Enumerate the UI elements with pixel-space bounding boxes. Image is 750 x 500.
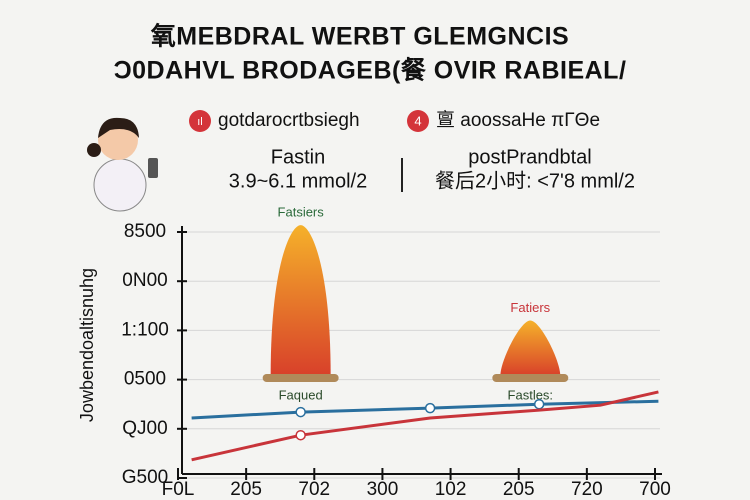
marker xyxy=(533,398,545,410)
info-title: postPrandbtal xyxy=(468,146,591,168)
marker xyxy=(295,429,306,441)
y-tick-label: 0N00 xyxy=(122,270,167,291)
legend-icon-text: 4 xyxy=(414,113,421,128)
y-axis-label: Jowbendoaltisnuhg xyxy=(77,268,97,422)
marker xyxy=(424,402,436,414)
peak-base-label: Faqued xyxy=(279,387,323,402)
marker xyxy=(295,406,306,418)
legend-icon xyxy=(407,110,429,132)
x-tick-label: 205 xyxy=(503,479,535,500)
x-tick-label: 702 xyxy=(298,479,330,500)
peak xyxy=(270,225,331,376)
peak-label: Fatsiers xyxy=(278,205,325,220)
subtitle: Ɔ0DAHVL BRODAGEB(餐 OVIR RABIEAL/ xyxy=(114,57,627,85)
peak-base-label: Fastles: xyxy=(508,387,554,402)
x-tick-label: 720 xyxy=(571,479,603,500)
line xyxy=(191,390,659,462)
x-tick-label: 102 xyxy=(435,479,467,500)
y-tick-label: 8500 xyxy=(124,221,166,242)
peak-label: Fatiers xyxy=(510,300,550,315)
x-tick-label: 700 xyxy=(639,479,671,500)
legend-icon-text: ıl xyxy=(197,116,203,128)
peak xyxy=(500,320,561,376)
x-tick-label: 300 xyxy=(367,479,399,500)
y-tick-label: QJ00 xyxy=(122,418,167,439)
y-tick-label: 0500 xyxy=(124,369,166,390)
x-tick-label: 205 xyxy=(230,479,262,500)
child-illustration xyxy=(87,117,158,212)
x-tick-label: F0L xyxy=(162,479,195,500)
info-range: 3.9~6.1 mmol/2 xyxy=(229,170,367,192)
peak-base xyxy=(492,374,569,382)
peak-base xyxy=(262,374,339,382)
legend-icon xyxy=(189,110,211,132)
title: 氧MEBDRAL WERBT GLEMGNCIS xyxy=(150,23,569,51)
legend-label: 亶 aoossaHe πΓΘe xyxy=(436,109,600,131)
legend-label: gotdarocrtbsiegh xyxy=(218,110,360,131)
y-tick-label: 1:100 xyxy=(121,319,169,340)
y-tick-label: G500 xyxy=(122,467,168,488)
line xyxy=(191,399,659,420)
info-title: Fastin xyxy=(271,146,325,168)
info-range: 餐后2小时: <7'8 mml/2 xyxy=(435,169,635,192)
